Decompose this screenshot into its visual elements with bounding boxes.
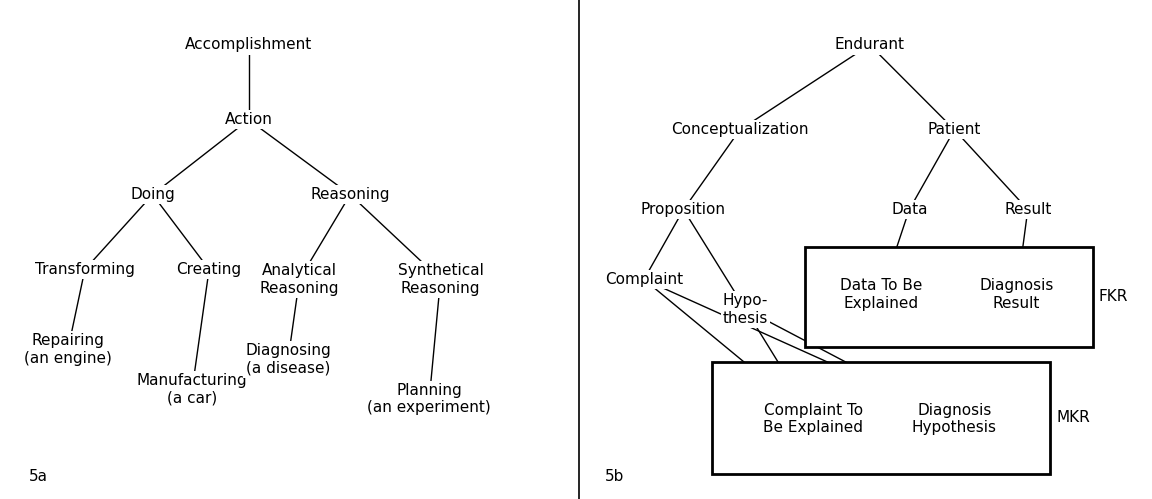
Text: Doing: Doing [130,187,175,202]
Text: Repairing
(an engine): Repairing (an engine) [24,333,112,365]
Text: Result: Result [1005,202,1052,217]
Text: Diagnosis
Result: Diagnosis Result [979,278,1054,310]
Text: Synthetical
Reasoning: Synthetical Reasoning [397,263,484,295]
Text: Diagnosis
Hypothesis: Diagnosis Hypothesis [912,403,996,435]
Text: Patient: Patient [927,122,982,137]
Text: Complaint To
Be Explained: Complaint To Be Explained [764,403,863,435]
Text: Proposition: Proposition [641,202,726,217]
Text: FKR: FKR [1098,289,1128,304]
Text: Action: Action [225,112,273,127]
Text: Accomplishment: Accomplishment [185,37,312,52]
Text: 5b: 5b [605,469,624,484]
FancyBboxPatch shape [805,247,1093,347]
Text: Conceptualization: Conceptualization [672,122,809,137]
FancyBboxPatch shape [712,362,1051,474]
Text: Hypo-
thesis: Hypo- thesis [723,293,768,325]
Text: Creating: Creating [176,262,242,277]
Text: Data To Be
Explained: Data To Be Explained [840,278,923,310]
Text: Complaint: Complaint [605,272,683,287]
Text: Planning
(an experiment): Planning (an experiment) [367,383,491,415]
Text: MKR: MKR [1056,410,1090,425]
Text: Analytical
Reasoning: Analytical Reasoning [259,263,339,295]
Text: Endurant: Endurant [835,37,904,52]
Text: Diagnosing
(a disease): Diagnosing (a disease) [245,343,331,375]
Text: Manufacturing
(a car): Manufacturing (a car) [137,373,248,405]
Text: 5a: 5a [29,469,47,484]
Text: Reasoning: Reasoning [310,187,391,202]
Text: Transforming: Transforming [35,262,135,277]
Text: Data: Data [890,202,927,217]
